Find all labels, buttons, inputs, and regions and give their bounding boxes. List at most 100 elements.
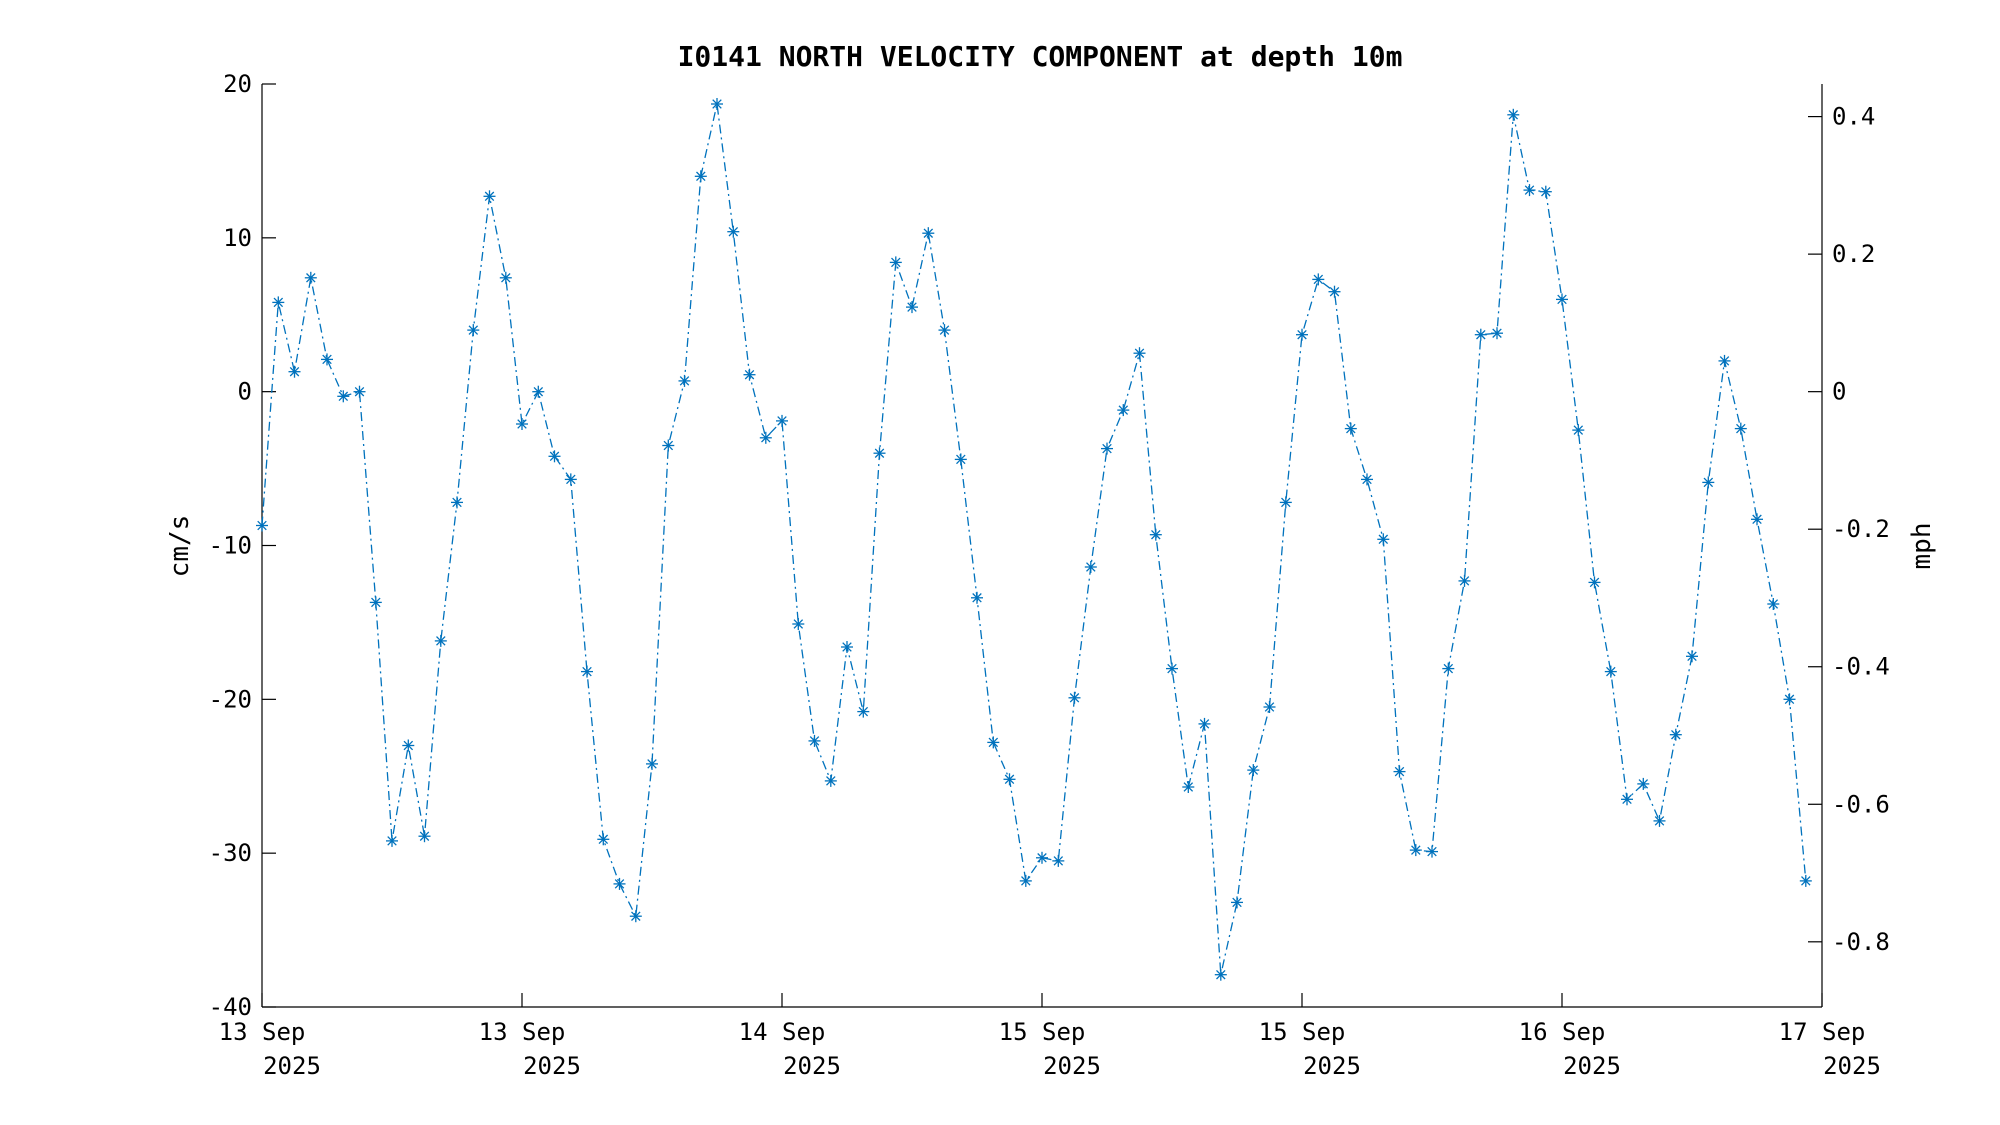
data-point (1637, 777, 1650, 790)
data-point (1214, 968, 1227, 981)
data-point (434, 634, 447, 647)
data-point (1491, 327, 1503, 340)
marker-stroke (842, 642, 852, 652)
marker-stroke (387, 836, 397, 846)
marker-stroke (419, 831, 430, 841)
marker-stroke (1752, 514, 1762, 525)
marker-stroke (403, 740, 414, 751)
data-point (1507, 108, 1520, 121)
data-point (1799, 874, 1812, 887)
data-point (1052, 854, 1065, 867)
x-tick-label-date: 15 Sep (999, 1018, 1086, 1046)
data-point (386, 834, 398, 847)
y2-tick-label: -0.6 (1832, 790, 1890, 818)
data-point (1279, 496, 1292, 509)
marker-stroke (728, 226, 739, 237)
data-point (1166, 662, 1178, 675)
data-point (1718, 354, 1731, 367)
y-tick-label: -30 (209, 839, 252, 867)
data-point (1344, 422, 1357, 435)
chart-title: I0141 NORTH VELOCITY COMPONENT at depth … (678, 40, 1403, 73)
data-point (1621, 793, 1633, 806)
data-point (759, 431, 772, 444)
marker-stroke (1459, 576, 1470, 586)
marker-stroke (598, 834, 609, 845)
marker-stroke (452, 497, 462, 508)
data-point (678, 374, 691, 387)
data-point (1393, 765, 1406, 778)
y2-tick-label: -0.4 (1832, 653, 1890, 681)
y-ticks-right: -0.8 -0.6 -0.4 -0.2 0 0.2 0.4 (1808, 103, 1890, 956)
y-tick-label: -20 (209, 685, 252, 713)
marker-stroke (1069, 693, 1080, 703)
marker-stroke (923, 228, 934, 238)
marker-stroke (371, 597, 381, 608)
marker-stroke (1346, 423, 1356, 434)
data-point (1133, 347, 1146, 360)
data-point (629, 910, 642, 923)
series-north-velocity (256, 98, 1812, 981)
x-tick-label-year: 2025 (263, 1052, 321, 1080)
data-point (1182, 781, 1195, 793)
marker-stroke (1021, 876, 1031, 886)
data-point (1003, 773, 1016, 786)
marker-stroke (826, 776, 836, 786)
data-point (581, 665, 593, 678)
marker-stroke (322, 354, 332, 365)
y-tick-label: 10 (223, 224, 252, 252)
marker-stroke (712, 99, 722, 109)
marker-stroke (858, 706, 869, 717)
marker-stroke (1524, 185, 1535, 195)
marker-stroke (1134, 348, 1145, 358)
data-point (483, 190, 496, 203)
marker-stroke (566, 474, 576, 485)
y2-tick-label: 0.4 (1832, 103, 1875, 131)
y-tick-label: -40 (209, 993, 252, 1021)
marker-stroke (582, 666, 592, 677)
marker-stroke (1687, 651, 1697, 662)
data-point (889, 256, 902, 269)
x-tick-label-date: 16 Sep (1519, 1018, 1606, 1046)
y-tick-label: 20 (223, 70, 252, 98)
marker-stroke (891, 257, 901, 268)
y-tick-label: -10 (209, 532, 252, 560)
x-tick-label-date: 13 Sep (219, 1018, 306, 1046)
marker-stroke (1037, 853, 1047, 863)
data-point (1068, 691, 1081, 704)
data-point (516, 418, 528, 430)
x-tick-label-year: 2025 (1563, 1052, 1621, 1080)
marker-stroke (1053, 856, 1064, 866)
data-point (1019, 874, 1032, 887)
marker-stroke (549, 451, 560, 462)
marker-stroke (273, 297, 284, 308)
x-tick-label-year: 2025 (523, 1052, 581, 1080)
marker-stroke (533, 386, 544, 397)
data-point (824, 774, 837, 787)
data-point (792, 618, 805, 630)
y2-tick-label: -0.2 (1832, 515, 1890, 543)
plot-area (262, 84, 1822, 1007)
marker-stroke (939, 325, 950, 335)
marker-stroke (1394, 766, 1405, 777)
data-point (1767, 598, 1780, 610)
data-point (337, 390, 350, 403)
marker-stroke (663, 440, 674, 451)
marker-stroke (289, 366, 300, 377)
marker-stroke (517, 419, 527, 429)
marker-stroke (354, 386, 365, 397)
data-point (1669, 728, 1682, 741)
data-point (304, 271, 317, 284)
data-point (1702, 476, 1715, 489)
data-point (727, 225, 740, 238)
marker-stroke (1378, 534, 1389, 545)
y2-tick-label: 0 (1832, 378, 1846, 406)
marker-stroke (809, 736, 820, 746)
data-point (694, 170, 707, 183)
y-axis-label: cm/s (165, 515, 195, 578)
marker-stroke (1329, 286, 1340, 297)
data-point (1783, 693, 1796, 706)
data-point (597, 833, 610, 846)
marker-stroke (988, 737, 999, 748)
marker-stroke (631, 911, 641, 921)
marker-stroke (1427, 846, 1437, 857)
